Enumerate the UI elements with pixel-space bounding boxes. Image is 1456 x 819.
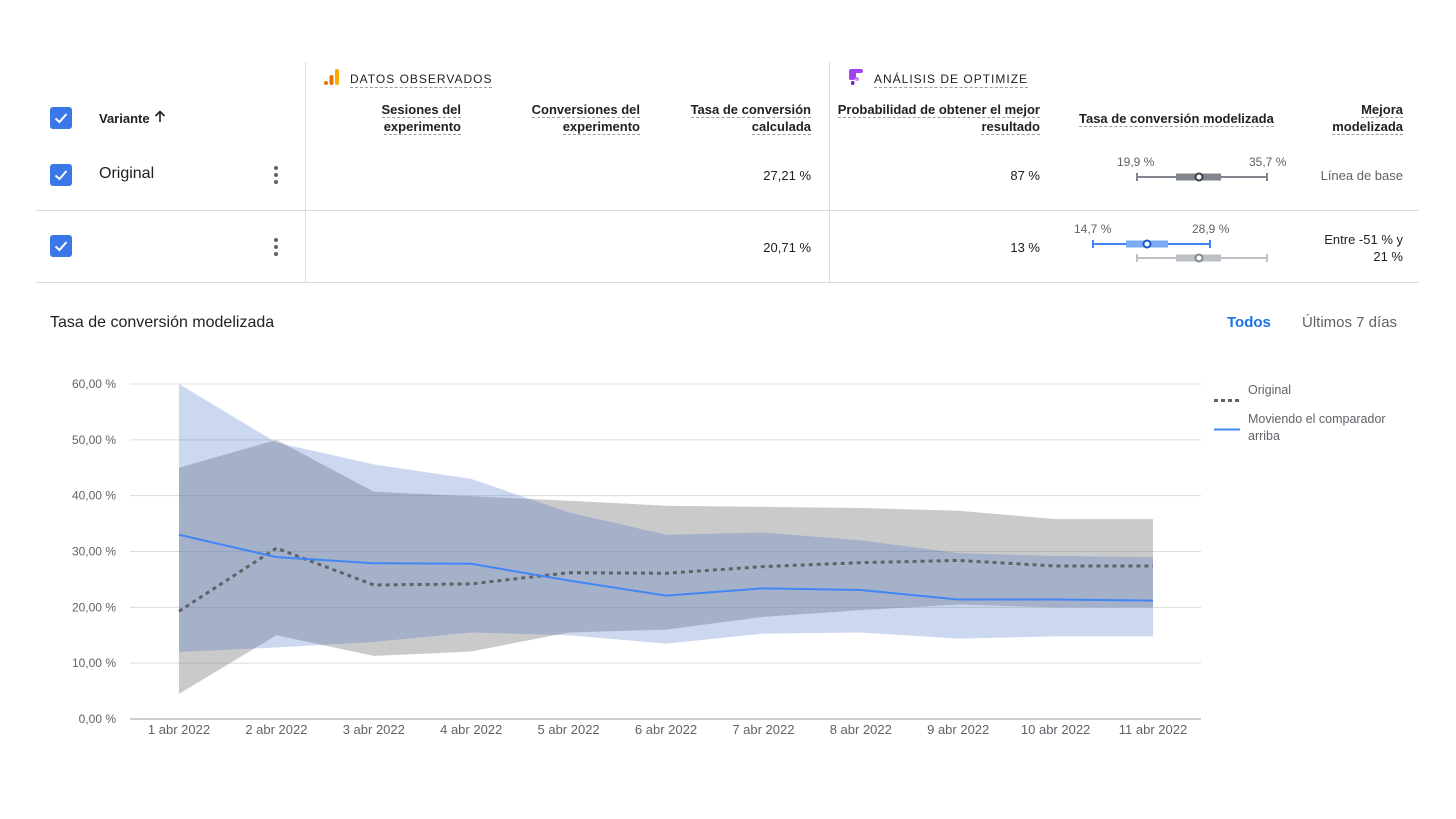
modeled-rate-header: Tasa de conversión modelizada <box>1079 110 1274 127</box>
variant-confidence-band <box>179 384 1153 652</box>
y-tick-label: 40,00 % <box>72 489 116 503</box>
probability-value: 13 % <box>1010 240 1040 255</box>
legend-variant-label: Moviendo el comparador arriba <box>1248 411 1386 445</box>
improvement-baseline: Línea de base <box>1320 168 1403 183</box>
original-range-bar <box>1136 172 1268 182</box>
variant-name: Original <box>99 165 155 182</box>
y-tick-label: 50,00 % <box>72 433 116 447</box>
x-tick-label: 7 abr 2022 <box>732 722 794 737</box>
variant-series-line <box>178 533 1154 602</box>
probability-header-line1: Probabilidad de obtener el mejor <box>837 102 1040 118</box>
sessions-header-line1: Sesiones del <box>381 102 461 118</box>
sessions-header-line2: experimento <box>383 119 461 135</box>
x-tick-label: 4 abr 2022 <box>440 722 502 737</box>
improvement-line2: 21 % <box>1373 249 1403 264</box>
more-vert-icon[interactable] <box>274 238 278 256</box>
tab-last-7-days[interactable]: Últimos 7 días <box>1302 314 1398 331</box>
x-tick-label: 9 abr 2022 <box>927 722 989 737</box>
y-tick-label: 30,00 % <box>72 545 116 559</box>
calculated-rate-header: Tasa de conversión calculada <box>690 101 811 135</box>
select-all-checkbox[interactable] <box>50 107 72 129</box>
x-tick-label: 8 abr 2022 <box>830 722 892 737</box>
analytics-icon <box>324 68 340 91</box>
modeled-rate-header-label: Tasa de conversión modelizada <box>1079 111 1274 127</box>
range-low-label: 19,9 % <box>1117 155 1155 169</box>
original-series-line <box>178 546 1153 613</box>
observed-data-header: DATOS OBSERVADOS <box>324 68 493 91</box>
variant-header-label: Variante <box>99 110 150 126</box>
y-tick-label: 0,00 % <box>79 712 117 726</box>
variant-sort-header[interactable]: Variante <box>99 110 166 126</box>
variant-range-bars <box>1092 239 1268 263</box>
calculated-rate-header-line1: Tasa de conversión <box>690 102 811 118</box>
range-low-label: 14,7 % <box>1074 222 1112 236</box>
dotted-line-icon <box>1214 390 1240 407</box>
improvement-line1: Entre -51 % y <box>1324 232 1403 247</box>
legend-variant: Moviendo el comparador arriba <box>1214 411 1386 445</box>
calculated-rate-value: 27,21 % <box>763 168 811 183</box>
column-divider <box>305 62 306 282</box>
y-tick-label: 10,00 % <box>72 656 116 670</box>
x-tick-label: 6 abr 2022 <box>635 722 697 737</box>
improvement-header-line1: Mejora <box>1361 102 1403 118</box>
improvement-range: Entre -51 % y 21 % <box>1324 231 1403 265</box>
range-high-label: 28,9 % <box>1192 222 1230 236</box>
probability-header: Probabilidad de obtener el mejor resulta… <box>837 101 1040 135</box>
sessions-header: Sesiones del experimento <box>381 101 461 135</box>
original-confidence-band <box>179 439 1153 694</box>
probability-header-line2: resultado <box>981 119 1040 135</box>
row-checkbox-variant[interactable] <box>50 235 72 257</box>
observed-data-label: DATOS OBSERVADOS <box>350 71 493 88</box>
y-tick-label: 20,00 % <box>72 600 116 614</box>
conversions-header-line1: Conversiones del <box>531 102 640 118</box>
tab-all[interactable]: Todos <box>1227 314 1271 331</box>
solid-line-icon <box>1214 419 1240 436</box>
conversions-header-line2: experimento <box>562 119 640 135</box>
optimize-analysis-label: ANÁLISIS DE OPTIMIZE <box>874 71 1029 88</box>
calculated-rate-value: 20,71 % <box>763 240 811 255</box>
row-divider <box>36 282 1419 283</box>
legend-original-label: Original <box>1248 383 1292 397</box>
conversions-header: Conversiones del experimento <box>531 101 640 135</box>
legend-variant-line2: arriba <box>1248 429 1280 443</box>
optimize-analysis-header: ANÁLISIS DE OPTIMIZE <box>848 68 1029 91</box>
modeled-improvement-header: Mejora modelizada <box>1332 101 1403 135</box>
chart-title: Tasa de conversión modelizada <box>50 314 275 331</box>
x-tick-label: 1 abr 2022 <box>148 722 210 737</box>
row-checkbox-original[interactable] <box>50 164 72 186</box>
legend-original: Original <box>1214 382 1386 407</box>
chart-legend: Original Moviendo el comparador arriba <box>1214 382 1386 445</box>
x-tick-label: 10 abr 2022 <box>1021 722 1090 737</box>
optimize-icon <box>848 68 864 91</box>
probability-value: 87 % <box>1010 168 1040 183</box>
arrow-up-icon <box>154 110 166 126</box>
y-tick-label: 60,00 % <box>72 377 116 391</box>
legend-variant-line1: Moviendo el comparador <box>1248 412 1386 426</box>
x-tick-label: 2 abr 2022 <box>245 722 307 737</box>
row-divider <box>36 210 1419 211</box>
x-tick-label: 3 abr 2022 <box>343 722 405 737</box>
x-tick-label: 11 abr 2022 <box>1119 722 1187 737</box>
more-vert-icon[interactable] <box>274 166 278 184</box>
range-high-label: 35,7 % <box>1249 155 1287 169</box>
column-divider <box>829 62 830 282</box>
x-tick-label: 5 abr 2022 <box>538 722 600 737</box>
improvement-header-line2: modelizada <box>1332 119 1403 135</box>
calculated-rate-header-line2: calculada <box>751 119 811 135</box>
